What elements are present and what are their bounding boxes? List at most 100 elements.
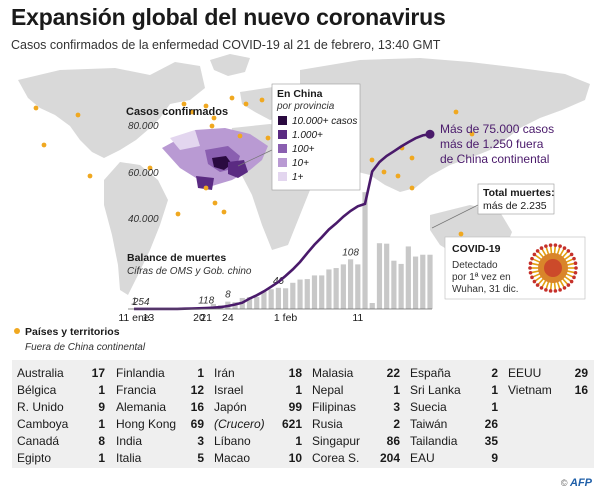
country-name: Malasia xyxy=(312,366,354,380)
virus-spike-tip xyxy=(569,252,574,257)
virus-spike-tip xyxy=(548,289,553,293)
country-name: Sri Lanka xyxy=(410,383,461,397)
country-name: R. Unido xyxy=(17,400,64,414)
china-legend-leader xyxy=(237,149,273,167)
country-dot xyxy=(369,157,375,163)
cases-annotation-1: Más de 75.000 casos xyxy=(440,122,554,136)
death-bar xyxy=(311,275,318,309)
country-count: 16 xyxy=(574,383,588,397)
cases-annotation-3: de China continental xyxy=(440,152,549,166)
virus-spike-tip xyxy=(566,249,571,253)
death-bar xyxy=(376,243,383,309)
country-count: 1 xyxy=(491,400,498,414)
credit: © AFP xyxy=(560,477,592,489)
death-bar xyxy=(326,269,332,309)
dots-legend-subtitle: Fuera de China continental xyxy=(25,342,146,353)
virus-spike xyxy=(553,281,557,290)
china-legend-label: 10.000+ casos xyxy=(292,116,357,127)
country-dot xyxy=(147,165,153,171)
country-count: 12 xyxy=(190,383,204,397)
deaths-title: Balance de muertes xyxy=(127,252,226,264)
covid-line-3: Wuhan, 31 dic. xyxy=(452,284,519,295)
country-count: 8 xyxy=(98,434,105,448)
virus-spike xyxy=(556,246,561,255)
country-name: Filipinas xyxy=(312,400,357,414)
country-name: España xyxy=(410,366,451,380)
china-region xyxy=(196,176,214,190)
china-legend-swatch xyxy=(278,130,287,139)
virus-spike-tip xyxy=(573,261,578,266)
virus-icon xyxy=(528,243,578,293)
country-count: 1 xyxy=(393,383,400,397)
table-column: Malasia 22 Nepal 1 Filipinas 3 Rusia 2 Singapur 8… xyxy=(312,365,400,467)
country-name: EAU xyxy=(410,451,435,465)
country-count: 35 xyxy=(484,434,498,448)
country-name: Nepal xyxy=(312,383,344,397)
table-row: Malasia 22 xyxy=(312,365,400,382)
country-name: Camboya xyxy=(17,417,69,431)
china-legend-label: 1.000+ xyxy=(292,130,323,141)
countries-table: Australia 17 Bélgica 1 R. Unido 9 Camboya 1 Cana… xyxy=(12,360,594,468)
death-bar xyxy=(254,297,260,309)
china-region xyxy=(228,160,248,178)
table-row: Tailandia 35 xyxy=(410,433,498,450)
country-dot xyxy=(409,155,415,161)
table-column: Finlandia 1 Francia 12 Alemania 16 Hong Kong 69… xyxy=(116,365,204,467)
country-dot xyxy=(175,211,181,217)
table-column: EEUU 29 Vietnam 16 xyxy=(508,365,588,399)
country-dot xyxy=(229,95,235,101)
deaths-annotation-1: Total muertes: xyxy=(483,187,555,199)
virus-spike xyxy=(545,281,550,290)
country-dot xyxy=(458,231,464,237)
country-name: Macao xyxy=(214,451,251,465)
table-row: Sri Lanka 1 xyxy=(410,382,498,399)
country-name: Israel xyxy=(214,383,244,397)
china-legend-swatch xyxy=(278,172,287,181)
death-bar xyxy=(333,268,339,309)
country-count: 22 xyxy=(386,366,400,380)
country-count: 1 xyxy=(295,383,302,397)
virus-spike-tip xyxy=(528,266,532,270)
death-bar xyxy=(304,279,310,309)
china-legend-subtitle: por provincia xyxy=(276,101,335,112)
table-row: Egipto 1 xyxy=(17,450,105,467)
country-dot xyxy=(75,112,81,118)
country-dot xyxy=(243,101,249,107)
virus-spike xyxy=(565,258,574,264)
virus-spike-tip xyxy=(562,286,567,290)
virus-spike-tip xyxy=(573,270,578,275)
death-bar xyxy=(268,289,274,309)
death-bar xyxy=(391,260,397,309)
country-count: 1 xyxy=(98,451,105,465)
virus-spike xyxy=(561,277,569,285)
virus-spike xyxy=(531,262,540,266)
virus-spike-tip xyxy=(574,266,578,270)
death-bar xyxy=(398,263,404,309)
afp-logo: AFP xyxy=(570,477,592,489)
country-name: Singapur xyxy=(312,434,361,448)
country-name: Rusia xyxy=(312,417,343,431)
country-name: Tailandia xyxy=(410,434,458,448)
x-tick-label: 24 xyxy=(222,312,234,324)
table-row: Rusia 2 xyxy=(312,416,400,433)
death-bar-label: 1 xyxy=(131,297,137,308)
virus-spike-tip xyxy=(530,275,534,280)
table-column: Irán 18 Israel 1 Japón 99 (Crucero) 621 Líbano 1 M… xyxy=(214,365,302,467)
table-row: EAU 9 xyxy=(410,450,498,467)
death-bar xyxy=(340,264,346,309)
country-count: 1 xyxy=(491,383,498,397)
table-row: Alemania 16 xyxy=(116,399,204,416)
china-legend-label: 10+ xyxy=(292,158,309,169)
table-row: Israel 1 xyxy=(214,382,302,399)
virus-spike xyxy=(534,254,543,261)
virus-spike-tip xyxy=(532,252,537,257)
country-name: India xyxy=(116,434,143,448)
china-legend-swatch xyxy=(278,158,287,167)
country-count: 2 xyxy=(393,417,400,431)
country-dot xyxy=(469,131,475,137)
death-bar-label: 118 xyxy=(198,296,214,307)
country-count: 69 xyxy=(190,417,204,431)
death-bar xyxy=(355,264,361,309)
virus-spike xyxy=(559,248,565,257)
table-row: Macao 10 xyxy=(214,450,302,467)
